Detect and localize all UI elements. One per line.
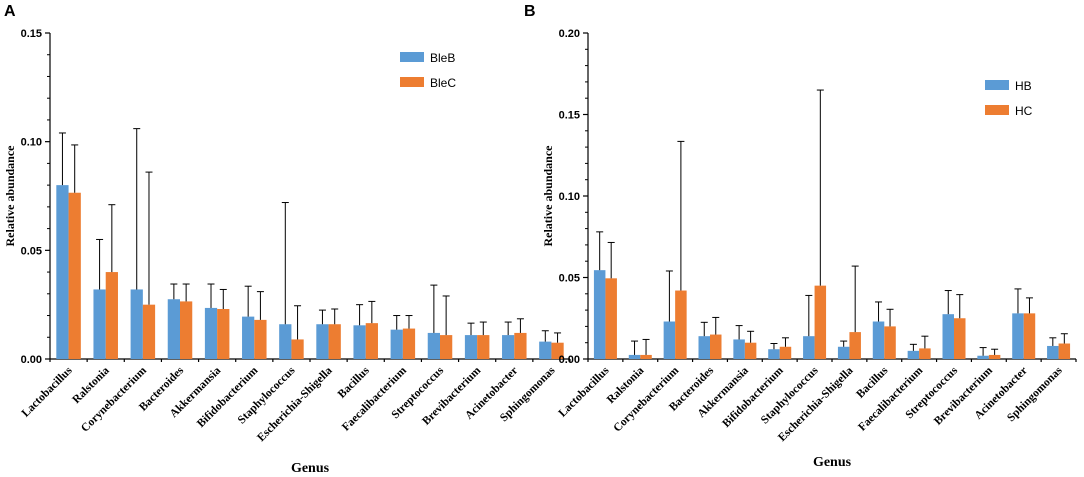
bar-HC-Ralstonia [640, 354, 652, 359]
bar-HC-Faecalibacterium [919, 348, 931, 359]
bar-BleB-Acinetobacter [502, 335, 515, 359]
x-tick-label: Lactobacillus [20, 364, 75, 419]
bar-BleB-Sphingomonas [539, 341, 552, 359]
y-axis-title: Relative abundance [3, 145, 17, 247]
bar-HB-Ralstonia [628, 354, 641, 359]
bar-HC-Brevibacterium [988, 354, 1001, 359]
bar-BleC-Lactobacillus [68, 192, 81, 359]
y-tick-label: 0.15 [559, 110, 580, 122]
y-tick-label: 0.10 [21, 137, 42, 149]
bar-BleC-Akkermansia [217, 309, 230, 359]
x-tick-label: Bifidobacterium [720, 364, 786, 430]
bar-HC-Akkermansia [744, 342, 757, 359]
bar-HC-Bacteroides [710, 334, 722, 359]
legend-label-BleC: BleC [430, 76, 456, 90]
legend-label-HB: HB [1015, 79, 1032, 93]
bar-BleB-Bacteroides [167, 299, 180, 359]
bar-HC-Acinetobacter [1023, 313, 1036, 359]
y-tick-label: 0.05 [21, 245, 42, 257]
chart-panel-A: A 0.00 0.05 0.10 0.15 Relative abundance Genus… [3, 3, 571, 476]
bar-BleB-Corynebacterium [130, 289, 143, 359]
legend-swatch-BleB [400, 52, 424, 62]
bar-HB-Staphylococcus [803, 336, 815, 359]
y-tick-label: 0.15 [21, 28, 42, 40]
bar-BleB-Streptococcus [427, 332, 440, 359]
bar-HC-Sphingomonas [1058, 343, 1071, 359]
bar-HB-Akkermansia [733, 339, 745, 359]
x-tick-label: Lactobacillus [557, 364, 612, 419]
x-axis-title: Genus [291, 461, 330, 476]
bar-HC-Bacillus [884, 326, 896, 359]
bar-BleC-Staphylococcus [291, 339, 304, 359]
bar-BleB-Bifidobacterium [242, 316, 255, 359]
bar-HB-Brevibacterium [977, 355, 989, 359]
bar-HC-Escherichia-Shigella [849, 332, 861, 359]
x-tick-label: Escherichia-Shigella [255, 364, 335, 444]
bar-HC-Bifidobacterium [779, 346, 792, 359]
x-tick-label: Faecalibacterium [340, 364, 409, 433]
bar-BleC-Escherichia-Shigella [328, 324, 341, 359]
bar-HB-Streptococcus [942, 314, 954, 359]
bar-BleC-Bacteroides [180, 301, 193, 359]
bar-BleC-Sphingomonas [551, 342, 564, 359]
bar-HB-Bacillus [872, 321, 885, 359]
bar-BleC-Ralstonia [105, 272, 118, 359]
panel-letter: A [4, 3, 16, 20]
x-tick-label: Corynebacterium [79, 364, 149, 434]
bar-HB-Escherichia-Shigella [837, 346, 850, 359]
x-tick-label: Corynebacterium [611, 364, 681, 434]
bar-BleC-Acinetobacter [514, 332, 527, 359]
bar-BleB-Escherichia-Shigella [316, 324, 329, 359]
x-axis-title: Genus [813, 455, 852, 470]
bar-BleC-Corynebacterium [142, 304, 156, 359]
chart-panel-B: B 0.00 0.05 0.10 0.15 0.20 Relative abundance G… [524, 3, 1077, 470]
bar-HB-Acinetobacter [1012, 313, 1024, 359]
bar-HB-Corynebacterium [663, 321, 676, 359]
x-tick-label: Faecalibacterium [856, 364, 925, 433]
bar-BleB-Faecalibacterium [390, 329, 403, 359]
y-axis-title: Relative abundance [541, 145, 555, 247]
bar-BleC-Bifidobacterium [254, 319, 267, 359]
bar-HB-Lactobacillus [593, 270, 606, 359]
y-tick-label: 0.00 [559, 354, 580, 366]
bar-HC-Corynebacterium [675, 290, 687, 359]
bar-HB-Sphingomonas [1047, 345, 1059, 359]
bar-BleB-Bacillus [353, 325, 366, 359]
bar-BleC-Faecalibacterium [402, 328, 416, 359]
legend-label-BleB: BleB [430, 51, 455, 65]
legend-label-HC: HC [1015, 104, 1033, 118]
bar-BleC-Streptococcus [440, 335, 453, 359]
bar-BleB-Staphylococcus [279, 324, 292, 359]
y-tick-label: 0.05 [559, 273, 580, 285]
bar-BleB-Akkermansia [204, 307, 218, 359]
bar-HB-Bacteroides [698, 336, 710, 359]
bar-BleC-Brevibacterium [477, 335, 490, 359]
panel-letter: B [524, 3, 536, 20]
legend-swatch-HB [985, 80, 1009, 90]
y-tick-label: 0.20 [559, 28, 580, 40]
bar-BleC-Bacillus [365, 323, 378, 359]
bar-HC-Staphylococcus [814, 285, 827, 359]
bar-HC-Streptococcus [954, 318, 966, 359]
y-tick-label: 0.10 [559, 191, 580, 203]
y-tick-label: 0.00 [21, 354, 42, 366]
legend-swatch-HC [985, 105, 1009, 115]
x-tick-label: Bacillus [336, 364, 372, 400]
bar-HB-Bifidobacterium [768, 349, 780, 359]
bar-BleB-Brevibacterium [464, 335, 478, 359]
bar-HB-Faecalibacterium [907, 350, 920, 359]
bar-BleB-Lactobacillus [56, 185, 69, 359]
bar-HC-Lactobacillus [605, 278, 617, 359]
legend-swatch-BleC [400, 77, 424, 87]
bar-BleB-Ralstonia [93, 289, 106, 359]
